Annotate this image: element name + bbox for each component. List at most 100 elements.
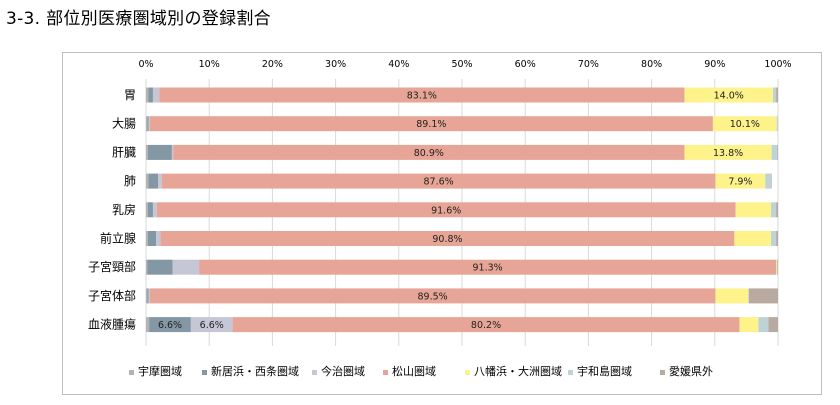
bars <box>146 87 778 333</box>
bar-segment <box>146 173 149 189</box>
bar-segment <box>776 231 778 246</box>
data-label: 6.6% <box>158 320 182 331</box>
bar-segment <box>776 116 778 132</box>
category-label: 大腸 <box>112 117 136 131</box>
bar-segment <box>173 144 685 160</box>
bar-segment <box>765 173 772 189</box>
bar-segment <box>148 173 159 189</box>
bar-segment <box>739 317 759 333</box>
bar-segment <box>147 259 173 275</box>
x-tick-label: 80% <box>641 59 662 70</box>
data-label: 90.8% <box>432 234 462 245</box>
legend-swatch <box>383 370 388 375</box>
bar-segment <box>146 288 148 304</box>
x-axis-ticks: 0% 10% 20% 30% 40% 50% 60% 70% 80% 90% 100% <box>138 59 791 70</box>
bar-segment <box>148 288 150 304</box>
bar-segment <box>771 231 777 246</box>
bar-segment <box>777 259 778 275</box>
x-tick-label: 10% <box>199 59 220 70</box>
legend-item-label: 宇摩圏域 <box>138 364 182 378</box>
bar-segment <box>772 87 777 103</box>
category-label: 肝臓 <box>112 145 136 159</box>
data-label: 91.3% <box>473 263 503 274</box>
bar-segment <box>149 288 716 304</box>
bar-segment <box>735 202 772 218</box>
data-label: 13.8% <box>713 148 743 159</box>
bar-segment <box>684 144 772 160</box>
bar-segment <box>156 202 736 218</box>
category-label: 子宮頸部 <box>88 259 136 274</box>
category-label: 子宮体部 <box>88 288 136 303</box>
bar-segment <box>146 144 148 160</box>
category-label: 血液腫瘍 <box>88 317 136 332</box>
x-tick-label: 0% <box>138 59 153 70</box>
bar-segment <box>748 288 778 304</box>
data-label: 80.9% <box>414 148 444 159</box>
bar-segment <box>715 288 749 304</box>
legend-item-label: 松山圏域 <box>392 364 436 378</box>
legend-item-label: 愛媛県外 <box>669 364 713 378</box>
bar-segment <box>146 202 148 218</box>
bar-segment <box>146 317 150 333</box>
data-label: 6.6% <box>200 320 224 331</box>
category-label: 胃 <box>124 88 136 102</box>
bar-segment <box>159 87 685 103</box>
x-tick-label: 30% <box>325 59 346 70</box>
bar-segment <box>758 317 769 333</box>
bar-segment <box>161 173 716 189</box>
legend-item-label: 宇和島圏域 <box>577 364 632 378</box>
category-label: 乳房 <box>112 202 136 217</box>
x-tick-label: 70% <box>578 59 599 70</box>
bar-segment <box>148 87 153 103</box>
bar-segment <box>160 231 735 246</box>
bar-segment <box>146 116 148 132</box>
page-title: 3-3. 部位別医療圏域別の登録割合 <box>6 9 271 29</box>
bar-segment <box>712 116 777 132</box>
bar-segment <box>199 259 777 275</box>
bar-segment <box>776 259 777 275</box>
bar-segment <box>146 259 148 275</box>
bar-segment <box>684 87 773 103</box>
bar-segment <box>715 173 766 189</box>
legend-item-label: 八幡浜・大洲圏域 <box>474 364 562 378</box>
category-label: 前立腺 <box>100 231 136 246</box>
legend-swatch <box>660 370 665 375</box>
legend-item-label: 新居浜・西条圏域 <box>211 364 299 378</box>
bar-segment <box>147 144 172 160</box>
stacked-bar-chart: 0% 10% 20% 30% 40% 50% 60% 70% 80% 90% 100% 胃大腸肝臓肺… <box>88 59 792 378</box>
bar-segment <box>771 202 777 218</box>
legend-swatch <box>202 370 207 375</box>
bar-segment <box>748 288 749 304</box>
bar-segment <box>146 231 148 246</box>
data-label: 89.5% <box>418 291 448 302</box>
bar-segment <box>232 317 740 333</box>
bar-segment <box>771 144 778 160</box>
bar-segment <box>147 231 157 246</box>
data-label: 10.1% <box>730 119 760 130</box>
bar-segment <box>171 144 174 160</box>
bar-segment <box>776 202 778 218</box>
bar-segment <box>776 259 778 275</box>
bar-segment <box>734 231 772 246</box>
bar-segment <box>771 173 772 189</box>
x-tick-label: 40% <box>388 59 409 70</box>
bar-segment <box>156 231 161 246</box>
legend: 宇摩圏域 新居浜・西条圏域 今治圏域 松山圏域 八幡浜・大洲圏域 宇和島圏域 愛媛県外 <box>129 364 713 378</box>
legend-swatch <box>312 370 317 375</box>
chart-container: 0% 10% 20% 30% 40% 50% 60% 70% 80% 90% 100% 胃大腸 肝臓肺… <box>62 52 822 395</box>
bar-segment <box>147 202 153 218</box>
data-label: 80.2% <box>471 320 501 331</box>
bar-segment <box>146 87 149 103</box>
data-label: 83.1% <box>407 91 437 102</box>
data-label: 87.6% <box>424 177 454 188</box>
bar-segment <box>768 317 778 333</box>
bar-segment <box>152 202 157 218</box>
legend-item-label: 今治圏域 <box>321 364 365 378</box>
legend-swatch <box>568 370 573 375</box>
x-tick-label: 20% <box>262 59 283 70</box>
x-tick-label: 60% <box>515 59 536 70</box>
data-labels: 83.1% 14.0% 89.1% 10.1% 80.9% 13.8% 87.6% 7.9% 9… <box>158 91 760 332</box>
data-label: 91.6% <box>431 205 461 216</box>
bar-segment <box>172 259 200 275</box>
